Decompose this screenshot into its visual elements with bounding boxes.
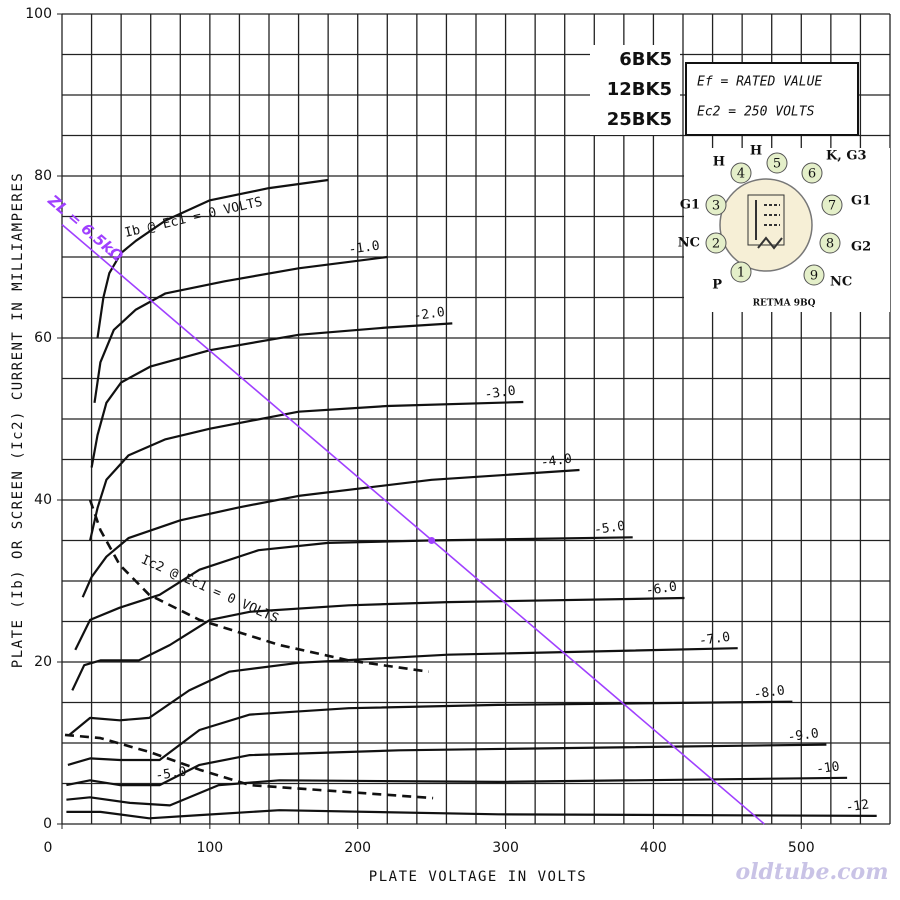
pin [705, 232, 727, 254]
pin-number: 1 [737, 266, 745, 281]
curve [66, 743, 827, 787]
curve-label: -5.0 [593, 519, 626, 538]
tube-types-box [590, 45, 680, 135]
pin [730, 162, 752, 184]
pin-number: 5 [773, 157, 781, 172]
curve-label: -3.0 [484, 384, 517, 403]
pin-number: 2 [712, 237, 720, 252]
curve-label: -10 [815, 759, 840, 777]
y-tick-label: 20 [34, 654, 52, 670]
y-tick-label: 0 [43, 816, 52, 832]
curve [90, 322, 453, 468]
curve [66, 809, 877, 820]
curve-label: -7.0 [698, 630, 731, 649]
electrode-symbol [747, 194, 785, 246]
curve-label: -5.0 [154, 765, 187, 784]
curve [89, 400, 524, 541]
watermark: oldtube.com [736, 859, 889, 885]
load-line [61, 223, 765, 825]
tube-types: 6BK5 12BK5 25BK5 [590, 45, 680, 135]
pin [819, 232, 841, 254]
x-tick-label: 100 [196, 840, 223, 856]
curve [81, 468, 580, 598]
curve [71, 596, 685, 691]
curve [67, 700, 793, 766]
conditions-box [685, 62, 859, 136]
pin [801, 162, 823, 184]
pin [803, 264, 825, 286]
operating-point [428, 537, 436, 544]
y-tick-label: 60 [34, 330, 52, 346]
curve-label: -2.0 [413, 305, 446, 324]
curve [68, 647, 738, 736]
pin-label: P [712, 278, 722, 293]
pin-label: NC [678, 236, 700, 251]
curve-label: -9.0 [787, 726, 820, 745]
pin-number: 7 [828, 199, 836, 214]
tube-type: 12BK5 [607, 79, 672, 100]
pin-label: NC [830, 275, 852, 290]
x-tick-label: 0 [44, 840, 53, 856]
y-axis-label: PLATE (Ib) OR SCREEN (Ic2) CURRENT IN MI… [10, 172, 26, 668]
x-axis-label: PLATE VOLTAGE IN VOLTS [369, 869, 587, 885]
curve-label: -12 [845, 797, 870, 815]
curve [74, 536, 633, 651]
y-tick-label: 40 [34, 492, 52, 508]
pin-label: G1 [851, 194, 871, 209]
condition: Ec2 = 250 VOLTS [697, 105, 815, 120]
pin-label: G2 [851, 240, 871, 255]
x-tick-label: 200 [344, 840, 371, 856]
y-tick-label: 80 [34, 168, 52, 184]
curve [66, 776, 848, 807]
y-tick-label: 100 [25, 6, 52, 22]
curve-label: -6.0 [645, 580, 678, 599]
x-tick-label: 400 [640, 840, 667, 856]
plot [61, 178, 877, 825]
pin-number: 9 [810, 269, 818, 284]
conditions: Ef = RATED VALUE Ec2 = 250 VOLTS [685, 62, 859, 136]
pin [730, 261, 752, 283]
pin-number: 6 [808, 167, 816, 182]
curve [93, 255, 388, 403]
x-tick-label: 500 [788, 840, 815, 856]
pin-number: 4 [737, 167, 745, 182]
tube-type: 6BK5 [619, 49, 672, 70]
curve [88, 499, 429, 673]
electrode-symbol [757, 236, 783, 250]
pin-label: G1 [680, 198, 700, 213]
pin [705, 194, 727, 216]
pin-label: K, G3 [826, 149, 867, 164]
curve [96, 178, 329, 339]
pin-label: H [713, 155, 725, 170]
curve-label: -8.0 [753, 683, 786, 702]
pin-label: H [750, 144, 762, 159]
condition: Ef = RATED VALUE [697, 75, 822, 90]
tube-type: 25BK5 [607, 109, 672, 130]
curve-label: -1.0 [348, 239, 381, 258]
basing-name: RETMA 9BQ [753, 299, 816, 309]
curve [64, 733, 434, 800]
x-tick-label: 300 [492, 840, 519, 856]
curve-label: -4.0 [540, 452, 573, 471]
pin [821, 194, 843, 216]
pin-number: 8 [826, 237, 834, 252]
pin-number: 3 [712, 199, 720, 214]
pin [766, 152, 788, 174]
